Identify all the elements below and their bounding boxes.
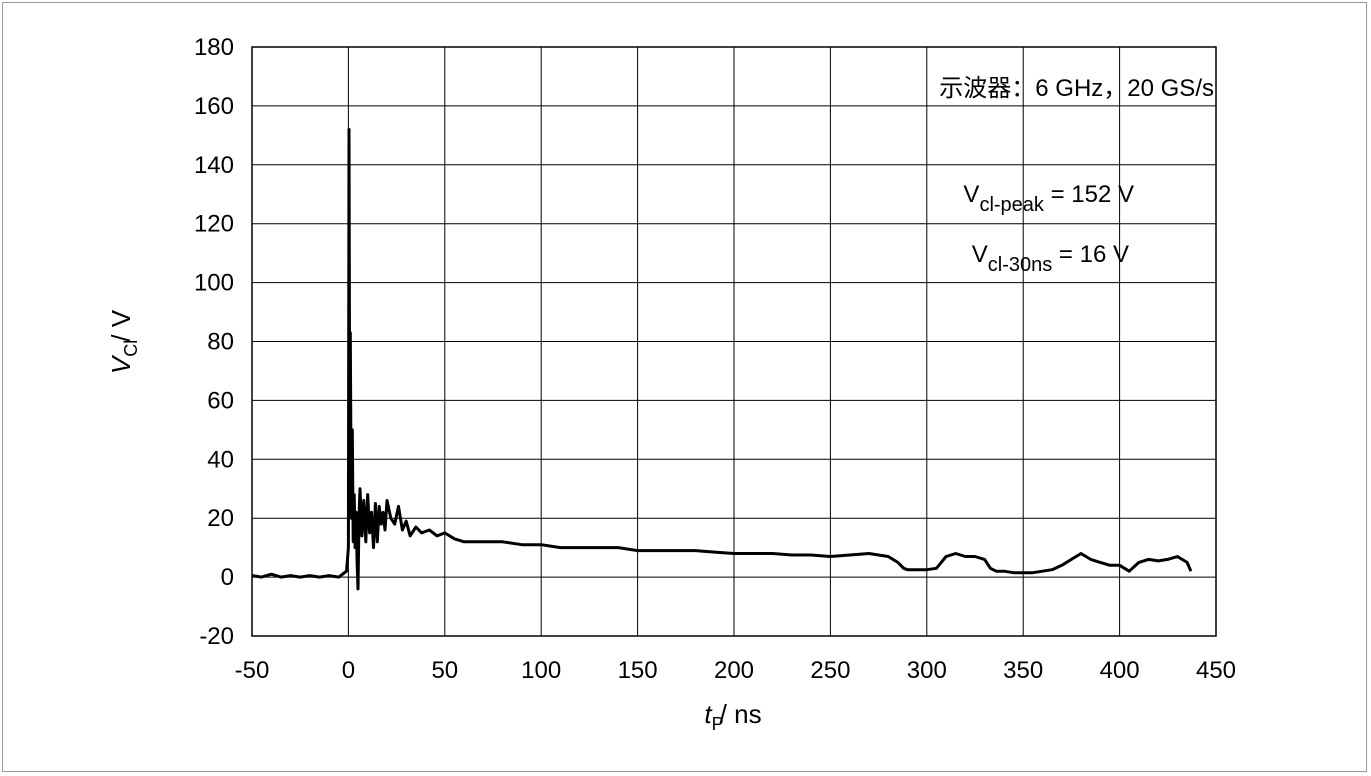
annotation-v30-sub: cl-30ns <box>988 254 1052 276</box>
x-axis-label-sub: P <box>712 714 724 734</box>
y-tick-label: 40 <box>207 446 234 473</box>
series-line-0 <box>251 128 1193 591</box>
x-tick-label: -50 <box>235 657 270 684</box>
y-tick-label: 120 <box>194 211 234 238</box>
y-tick-label: 140 <box>194 152 234 179</box>
x-tick-label: 400 <box>1100 657 1140 684</box>
grid-lines <box>251 46 1217 637</box>
y-axis-label-unit: / V <box>106 309 136 341</box>
plot-area <box>251 46 1217 637</box>
y-axis-label-var: V <box>106 354 136 374</box>
y-axis-label: VCl/ V <box>106 309 141 374</box>
x-tick-label: 150 <box>618 657 658 684</box>
x-tick-label: 250 <box>810 657 850 684</box>
x-tick-label: 350 <box>1003 657 1043 684</box>
y-tick-label: 20 <box>207 505 234 532</box>
x-tick-label: 0 <box>342 657 355 684</box>
series-group <box>251 128 1193 591</box>
x-tick-label: 50 <box>431 657 458 684</box>
x-tick-label: 100 <box>521 657 561 684</box>
annotation-peak-text: = 152 V <box>1044 181 1134 208</box>
annotation-v30: Vcl-30ns = 16 V <box>972 241 1129 276</box>
x-tick-label: 200 <box>714 657 754 684</box>
y-tick-label: 60 <box>207 387 234 414</box>
y-tick-label: 160 <box>194 93 234 120</box>
y-tick-label: -20 <box>199 623 234 650</box>
y-tick-labels: -20 0 20 40 60 80 100 120 140 160 180 <box>194 34 234 650</box>
x-tick-labels: -50 0 50 100 150 200 250 300 350 400 450 <box>235 657 1236 684</box>
y-tick-label: 100 <box>194 270 234 297</box>
y-axis-label-sub: Cl <box>121 340 141 357</box>
x-axis-label: tP/ ns <box>704 699 761 734</box>
x-tick-label: 300 <box>907 657 947 684</box>
annotation-peak-sub: cl-peak <box>979 194 1044 216</box>
x-tick-label: 450 <box>1196 657 1236 684</box>
annotation-v30-base: V <box>972 241 988 268</box>
y-tick-label: 0 <box>221 564 234 591</box>
annotation-peak: Vcl-peak = 152 V <box>963 181 1134 216</box>
x-axis-label-unit: / ns <box>720 699 762 729</box>
annotation-peak-base: V <box>963 181 979 208</box>
y-tick-label: 180 <box>194 34 234 61</box>
annotation-scope: 示波器：6 GHz，20 GS/s <box>939 75 1214 102</box>
y-tick-label: 80 <box>207 329 234 356</box>
x-axis-label-var: t <box>704 699 713 729</box>
annotation-v30-text: = 16 V <box>1052 241 1129 268</box>
